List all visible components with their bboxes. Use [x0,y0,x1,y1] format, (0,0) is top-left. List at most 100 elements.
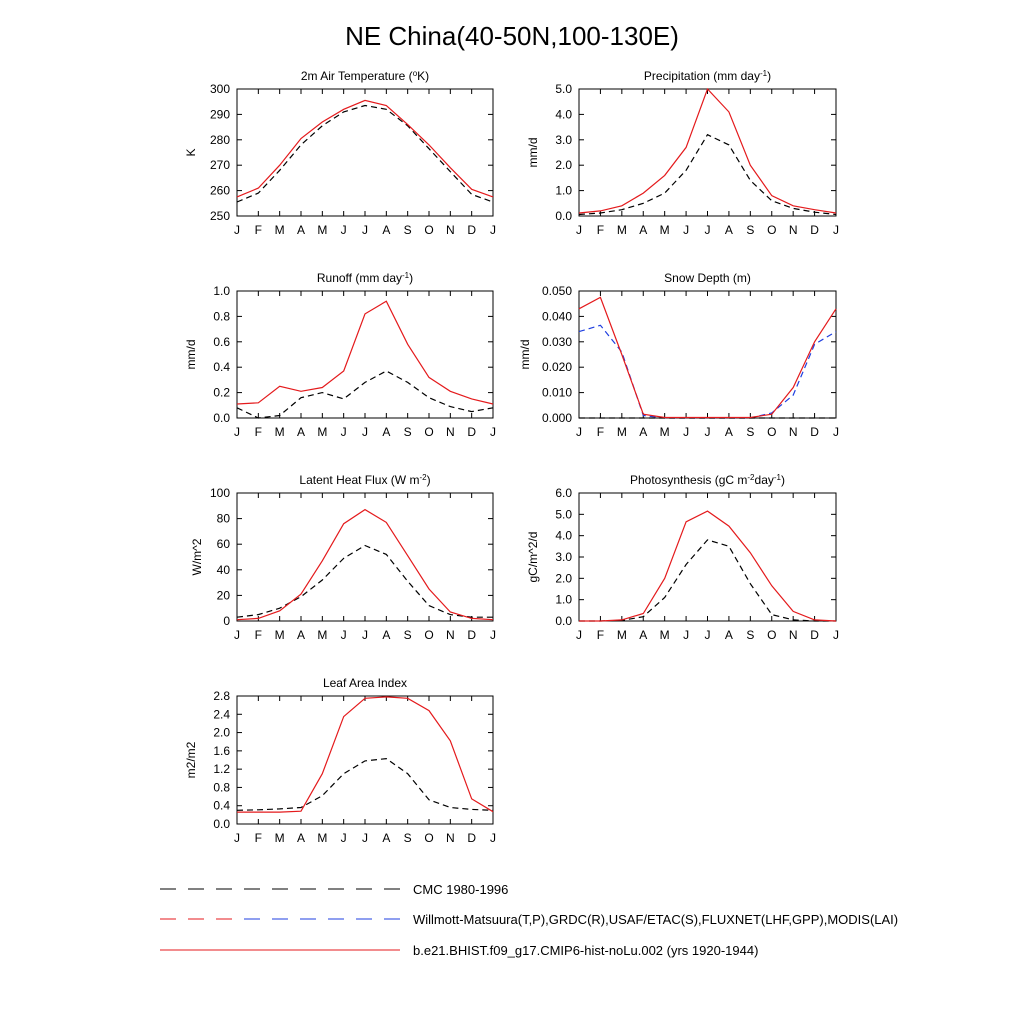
panel-3: Runoff (mm day-1)J F M A M J J A S O N D J0.00.20.40… [184,271,496,440]
title-superscript: -1 [760,69,768,78]
x-tick-label: J [576,628,582,642]
title-text: ) [781,473,785,487]
y-tick-label: 80 [217,512,231,526]
x-tick-label: J [234,223,240,237]
x-tick-label: J [576,223,582,237]
x-tick-label: D [810,425,819,439]
x-tick-label: A [382,223,390,237]
y-tick-label: 270 [210,158,230,172]
x-tick-label: J [683,425,689,439]
legend-label: b.e21.BHIST.f09_g17.CMIP6-hist-noLu.002 … [413,943,758,958]
x-tick-label: O [424,425,433,439]
x-tick-label: J [705,223,711,237]
plot-frame [236,88,494,217]
panel-1: 2m Air Temperature (oK)J F M A M J J A S O N D J2502… [184,69,496,238]
title-text: Leaf Area Index [323,676,407,690]
x-tick-label: M [660,425,670,439]
plot-frame [236,492,494,622]
x-tick-label: O [767,628,776,642]
x-tick-label: S [404,831,412,845]
panel-title: Latent Heat Flux (W m-2) [299,473,430,488]
title-text: 2m Air Temperature ( [301,69,413,83]
x-tick-label: N [789,628,798,642]
y-tick-label: 1.0 [555,593,572,607]
x-tick-label: J [490,628,496,642]
y-tick-label: 1.6 [213,744,230,758]
title-superscript: -2 [747,473,755,482]
panel-title: Photosynthesis (gC m-2day-1) [630,473,785,488]
x-tick-label: A [297,628,305,642]
x-tick-label: N [446,425,455,439]
title-text: Snow Depth (m) [664,271,751,285]
y-tick-label: 1.0 [555,184,572,198]
x-tick-label: J [234,425,240,439]
series-line-solid-red [237,696,494,813]
y-tick-label: 0.6 [213,335,230,349]
x-tick-label: J [576,425,582,439]
title-text: ) [427,473,431,487]
x-tick-label: J [490,223,496,237]
y-axis-label: gC/m^2/d [526,532,540,583]
x-tick-label: S [746,425,754,439]
x-tick-label: A [639,628,647,642]
y-axis-label: mm/d [184,340,198,370]
x-tick-label: J [341,425,347,439]
series-line-dash-black [236,544,493,618]
x-tick-label: J [705,628,711,642]
y-tick-label: 1.2 [213,762,230,776]
x-tick-label: J [362,425,368,439]
x-tick-label: A [639,223,647,237]
y-tick-label: 0.4 [213,360,230,374]
x-tick-label: A [297,223,305,237]
series-line-solid-red [578,296,837,419]
y-tick-label: 0.4 [213,799,230,813]
y-tick-label: 2.0 [555,571,572,585]
x-tick-label: N [789,223,798,237]
y-tick-label: 290 [210,107,230,121]
y-tick-label: 1.0 [213,284,230,298]
x-tick-label: M [660,628,670,642]
x-tick-label: J [833,223,839,237]
x-tick-label: M [275,425,285,439]
x-tick-label: J [683,628,689,642]
x-tick-label: A [382,831,390,845]
x-tick-label: S [404,425,412,439]
x-tick-label: M [617,223,627,237]
y-tick-label: 4.0 [555,529,572,543]
y-tick-label: 20 [217,588,231,602]
y-tick-label: 2.0 [555,158,572,172]
x-tick-label: J [362,223,368,237]
panel-title: Runoff (mm day-1) [317,271,413,286]
title-text: Photosynthesis (gC m [630,473,747,487]
x-tick-label: J [341,831,347,845]
legend-item: Willmott-Matsuura(T,P),GRDC(R),USAF/ETAC… [160,912,898,927]
x-tick-label: O [424,223,433,237]
x-tick-label: A [725,425,733,439]
series-line-dash-blue [578,324,837,419]
y-tick-label: 280 [210,133,230,147]
y-tick-label: 2.0 [213,726,230,740]
plot-frame [578,290,837,419]
panels: 2m Air Temperature (oK)J F M A M J J A S O N D J2502… [184,69,839,846]
title-text: Precipitation (mm day [644,69,760,83]
series-line-dash-black [236,104,494,203]
y-tick-label: 0.000 [542,411,572,425]
x-tick-label: J [234,628,240,642]
x-tick-label: F [255,425,262,439]
series-line-solid-red [236,99,494,198]
title-text: Runoff (mm day [317,271,402,285]
panel-2: Precipitation (mm day-1)J F M A M J J A S O N D J0.0… [526,69,839,238]
panel-5: Latent Heat Flux (W m-2)J F M A M J J A S O N D J020… [190,473,496,643]
x-tick-label: J [490,831,496,845]
x-tick-label: N [789,425,798,439]
series-line-dash-black [578,133,837,216]
y-tick-label: 5.0 [555,82,572,96]
x-tick-label: J [490,425,496,439]
y-axis-label: K [184,148,198,156]
y-tick-label: 0.040 [542,309,572,323]
title-superscript: -1 [402,271,410,280]
y-tick-label: 3.0 [555,133,572,147]
legend-label: Willmott-Matsuura(T,P),GRDC(R),USAF/ETAC… [413,912,898,927]
y-tick-label: 0.010 [542,386,572,400]
